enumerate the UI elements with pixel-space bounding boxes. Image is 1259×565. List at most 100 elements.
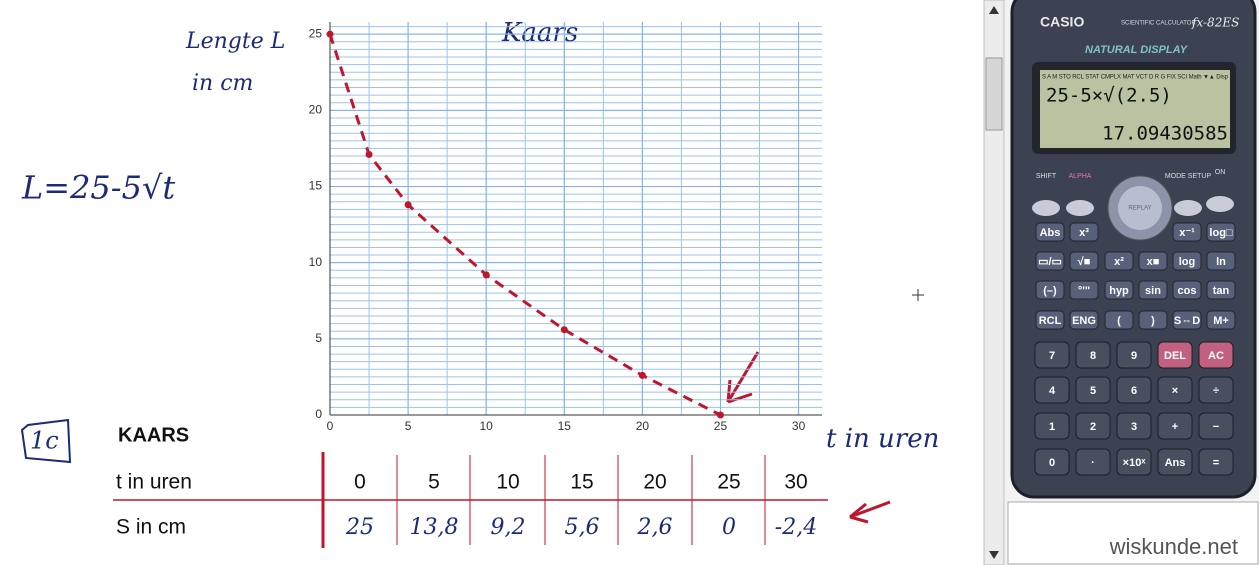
scroll-down[interactable]	[989, 551, 999, 559]
function-key[interactable]	[1206, 251, 1236, 271]
number-key[interactable]	[1116, 412, 1152, 440]
point	[365, 151, 373, 159]
function-key[interactable]	[1138, 251, 1168, 271]
table-cell: 9,2	[491, 515, 526, 540]
x-tick-label: 15	[558, 419, 572, 433]
table-cell: 30	[784, 471, 807, 494]
x-tick-label: 10	[480, 419, 494, 433]
table-cell: 5,6	[565, 515, 600, 540]
function-key[interactable]	[1206, 280, 1236, 300]
function-key[interactable]	[1069, 251, 1099, 271]
table-cell: 25	[717, 471, 740, 494]
key-label: 5	[1090, 385, 1096, 397]
calc-indicators: S A M STO RCL STAT CMPLX MAT VCT D R G F…	[1042, 75, 1229, 81]
row-header: t in uren	[116, 471, 192, 494]
arrow	[849, 500, 891, 524]
function-key[interactable]	[1035, 280, 1065, 300]
scroll-up[interactable]	[989, 6, 999, 14]
key-label: ×	[1172, 385, 1178, 397]
key-label: √■	[1078, 256, 1091, 268]
key-label: Ans	[1165, 457, 1186, 469]
function-key[interactable]	[1206, 310, 1236, 330]
top-key[interactable]	[1174, 200, 1202, 216]
function-key[interactable]	[1104, 251, 1134, 271]
point	[326, 30, 334, 38]
number-key[interactable]	[1157, 376, 1193, 404]
top-key[interactable]	[1206, 196, 1234, 212]
table-cell: 15	[570, 471, 593, 494]
function-key[interactable]	[1035, 310, 1065, 330]
function-key[interactable]	[1172, 280, 1202, 300]
number-key[interactable]	[1034, 341, 1070, 369]
cursor	[912, 289, 924, 301]
site-logo[interactable]: wiskunde.net	[1109, 534, 1238, 559]
key-label: +	[1172, 421, 1178, 433]
replay-key[interactable]	[1118, 186, 1162, 230]
number-key[interactable]	[1157, 448, 1193, 476]
number-key[interactable]	[1198, 412, 1234, 440]
key-label: cos	[1178, 285, 1197, 297]
key-label: 1	[1049, 421, 1055, 433]
function-key[interactable]	[1069, 280, 1099, 300]
number-key[interactable]	[1198, 448, 1234, 476]
function-key[interactable]	[1104, 310, 1134, 330]
number-key[interactable]	[1116, 341, 1152, 369]
function-key[interactable]	[1172, 251, 1202, 271]
number-key[interactable]	[1157, 412, 1193, 440]
key-label: x⁻¹	[1179, 227, 1195, 239]
key-label: 3	[1131, 421, 1137, 433]
function-key[interactable]	[1206, 222, 1236, 242]
logo-box	[1007, 501, 1259, 565]
calc-display	[1040, 70, 1230, 148]
number-key[interactable]	[1034, 376, 1070, 404]
number-key[interactable]	[1157, 341, 1193, 369]
table-cell: 0	[354, 471, 366, 494]
number-key[interactable]	[1034, 448, 1070, 476]
top-key[interactable]	[1066, 200, 1094, 216]
y-axis-label: in cm	[192, 71, 253, 96]
number-key[interactable]	[1075, 341, 1111, 369]
x-tick-label: 0	[327, 419, 334, 433]
table-title: KAARS	[118, 424, 189, 446]
function-key[interactable]	[1172, 222, 1202, 242]
number-key[interactable]	[1075, 376, 1111, 404]
x-tick-label: 25	[714, 419, 728, 433]
function-key[interactable]	[1104, 280, 1134, 300]
table-cell: 0	[722, 515, 736, 540]
function-key[interactable]	[1035, 251, 1065, 271]
exercise-box	[20, 418, 72, 464]
table-cell: 20	[643, 471, 666, 494]
point	[404, 201, 412, 209]
key-label: sin	[1145, 285, 1161, 297]
row-header: S in cm	[116, 516, 186, 539]
key-label: x■	[1147, 256, 1160, 268]
number-key[interactable]	[1034, 412, 1070, 440]
function-key[interactable]	[1138, 280, 1168, 300]
key-label: =	[1213, 457, 1219, 469]
key-label: )	[1151, 315, 1155, 327]
top-key[interactable]	[1032, 200, 1060, 216]
key-label: x³	[1079, 227, 1089, 239]
key-label: ·	[1091, 457, 1095, 469]
function-key[interactable]	[1069, 222, 1099, 242]
number-key[interactable]	[1198, 376, 1234, 404]
key-label: x²	[1114, 256, 1124, 268]
point	[716, 411, 724, 419]
scrollbar[interactable]	[983, 0, 1005, 565]
number-key[interactable]	[1075, 412, 1111, 440]
function-key[interactable]	[1035, 222, 1065, 242]
number-key[interactable]	[1198, 341, 1234, 369]
key-label: RCL	[1039, 315, 1062, 327]
calc-result: 17.09430585	[1102, 123, 1228, 145]
number-key[interactable]	[1116, 448, 1152, 476]
number-key[interactable]	[1116, 376, 1152, 404]
scroll-thumb[interactable]	[985, 57, 1003, 131]
table-cell: 25	[345, 515, 374, 540]
function-key[interactable]	[1138, 310, 1168, 330]
key-label: −	[1213, 421, 1219, 433]
function-key[interactable]	[1069, 310, 1099, 330]
number-key[interactable]	[1075, 448, 1111, 476]
function-key[interactable]	[1172, 310, 1202, 330]
whiteboard	[0, 0, 983, 565]
